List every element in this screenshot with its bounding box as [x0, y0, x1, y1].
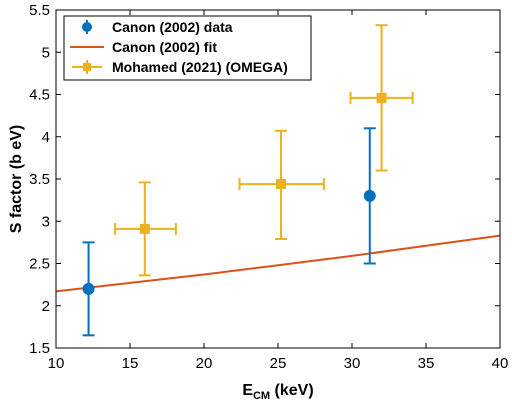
legend-entry-label: Canon (2002) data	[112, 19, 233, 35]
y-tick-label: 2	[42, 298, 50, 315]
x-tick-label: 20	[196, 355, 213, 372]
x-tick-label: 35	[418, 355, 435, 372]
legend-entry-label: Mohamed (2021) (OMEGA)	[112, 59, 288, 75]
y-tick-label: 5	[42, 44, 50, 61]
legend-entry-label: Canon (2002) fit	[112, 39, 217, 55]
plot-marks	[55, 24, 501, 337]
x-axis-label-main: E	[242, 382, 253, 399]
y-tick-label: 4	[42, 129, 50, 146]
y-tick-label: 4.5	[29, 87, 50, 104]
x-tick-label: 30	[344, 355, 361, 372]
axis-ticks: 10 15 20 25 30 35 40 1.5 2 2.5 3 3.5 4 4.5 5 5.5	[29, 2, 508, 372]
y-axis-label: S factor (b eV)	[8, 125, 25, 233]
data-point-circle	[363, 189, 376, 202]
data-point-square	[275, 179, 286, 190]
data-point-square	[139, 223, 150, 234]
fit-line	[55, 234, 501, 293]
x-axis-label-unit: (keV)	[270, 382, 314, 399]
y-tick-label: 5.5	[29, 2, 50, 19]
legend-swatch-square	[83, 63, 91, 71]
legend: Canon (2002) data Canon (2002) fit Mohamed…	[63, 15, 312, 81]
data-point-square	[376, 92, 387, 103]
legend-box	[63, 15, 312, 81]
y-tick-label: 3.5	[29, 171, 50, 188]
x-tick-label: 40	[492, 355, 509, 372]
y-tick-label: 1.5	[29, 340, 50, 357]
y-tick-label: 3	[42, 213, 50, 230]
x-axis-label: ECM (keV)	[242, 382, 313, 402]
legend-swatch-circle	[82, 22, 92, 32]
x-tick-label: 15	[122, 355, 139, 372]
x-tick-label: 10	[48, 355, 65, 372]
x-tick-label: 25	[270, 355, 287, 372]
y-tick-label: 2.5	[29, 256, 50, 273]
x-axis-label-subscript: CM	[253, 390, 270, 402]
data-point-circle	[82, 282, 95, 295]
